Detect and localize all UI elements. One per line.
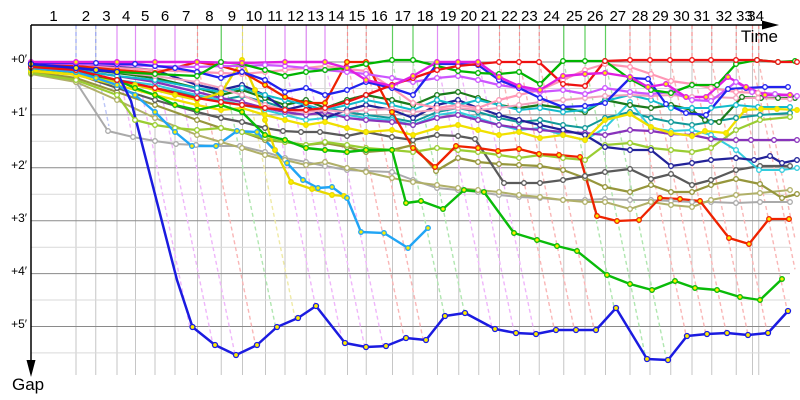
- svg-text:32: 32: [716, 8, 733, 25]
- svg-text:+4′: +4′: [11, 264, 28, 278]
- svg-text:13: 13: [307, 8, 324, 25]
- svg-text:+1′: +1′: [11, 105, 28, 119]
- svg-text:21: 21: [481, 8, 498, 25]
- svg-text:26: 26: [587, 8, 604, 25]
- svg-text:34: 34: [747, 8, 764, 25]
- svg-text:14: 14: [328, 8, 345, 25]
- svg-text:19: 19: [440, 8, 457, 25]
- svg-text:+0′: +0′: [11, 52, 28, 66]
- svg-text:2: 2: [82, 8, 90, 25]
- svg-text:31: 31: [694, 8, 711, 25]
- svg-text:Time: Time: [741, 27, 778, 46]
- svg-text:8: 8: [205, 8, 213, 25]
- svg-text:23: 23: [521, 8, 538, 25]
- svg-text:28: 28: [632, 8, 649, 25]
- svg-text:25: 25: [566, 8, 583, 25]
- svg-text:17: 17: [394, 8, 411, 25]
- svg-text:7: 7: [182, 8, 190, 25]
- svg-text:22: 22: [501, 8, 518, 25]
- svg-text:29: 29: [652, 8, 669, 25]
- svg-text:33: 33: [736, 8, 753, 25]
- svg-text:3: 3: [102, 8, 110, 25]
- svg-text:18: 18: [417, 8, 434, 25]
- svg-text:12: 12: [287, 8, 304, 25]
- svg-text:6: 6: [161, 8, 169, 25]
- svg-text:11: 11: [267, 8, 283, 25]
- svg-text:16: 16: [371, 8, 388, 25]
- svg-text:+3′: +3′: [11, 211, 28, 225]
- svg-text:20: 20: [460, 8, 477, 25]
- svg-text:+5′: +5′: [11, 317, 28, 331]
- svg-text:9: 9: [228, 8, 236, 25]
- svg-text:24: 24: [543, 8, 560, 25]
- svg-text:4: 4: [122, 8, 130, 25]
- svg-text:1: 1: [49, 8, 57, 25]
- svg-text:30: 30: [673, 8, 690, 25]
- svg-text:5: 5: [141, 8, 149, 25]
- svg-text:15: 15: [349, 8, 366, 25]
- svg-text:Gap: Gap: [12, 375, 44, 394]
- svg-text:27: 27: [609, 8, 626, 25]
- svg-text:+2′: +2′: [11, 158, 28, 172]
- svg-text:10: 10: [246, 8, 263, 25]
